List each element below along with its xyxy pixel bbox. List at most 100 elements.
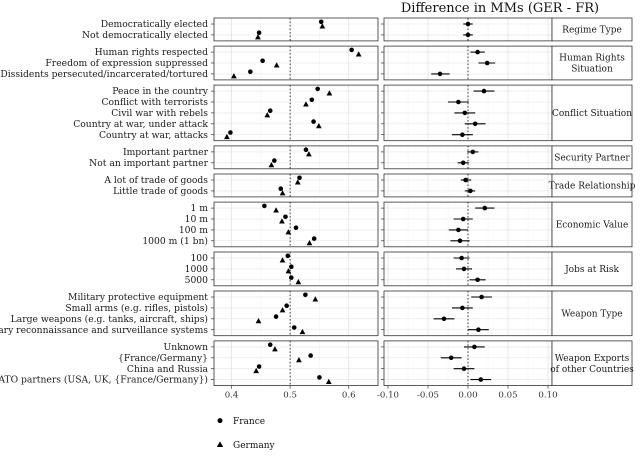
germany-point xyxy=(255,34,261,40)
level-row: China and Russia xyxy=(127,364,475,375)
diff-point xyxy=(481,88,487,94)
diff-point xyxy=(460,132,465,137)
diff-point xyxy=(456,227,461,233)
left-panel-bg xyxy=(214,18,378,41)
diff-point xyxy=(456,99,461,105)
germany-point xyxy=(296,357,302,363)
level-row: Peace in the country xyxy=(112,86,495,97)
level-label: China and Russia xyxy=(127,364,209,375)
level-label: Small arms (e.g. rifles, pistols) xyxy=(65,303,208,314)
facet-strip-label: Weapon Exports xyxy=(555,354,630,364)
left-panel-border xyxy=(213,340,379,386)
france-point xyxy=(311,236,317,241)
diff-point xyxy=(478,377,484,382)
germany-point xyxy=(294,179,301,185)
level-label: Military protective equipment xyxy=(68,292,208,303)
level-label: A lot of trade of goods xyxy=(103,175,208,186)
level-label: Not an important partner xyxy=(89,158,208,169)
france-point xyxy=(267,108,273,113)
germany-point xyxy=(325,378,332,385)
germany-point xyxy=(268,162,275,168)
germany-point xyxy=(272,346,278,352)
diff-point xyxy=(465,32,471,38)
france-point xyxy=(267,342,273,348)
facet-strip xyxy=(551,290,633,337)
facet-strip-label: Trade Relationship xyxy=(549,182,636,192)
germany-point xyxy=(224,133,230,140)
france-point xyxy=(285,253,291,259)
diff-point xyxy=(479,294,484,300)
level-label: 100 m xyxy=(179,225,208,236)
france-point xyxy=(308,353,313,358)
france-point xyxy=(273,314,279,319)
diff-point xyxy=(460,216,466,222)
facet-strip-label: of other Countries xyxy=(550,365,634,375)
germany-point xyxy=(279,190,286,196)
level-label: Not democratically elected xyxy=(82,30,208,41)
facet-strip xyxy=(551,173,633,198)
france-point xyxy=(284,303,289,309)
facet-strip xyxy=(551,17,633,42)
facet-strip-label: Situation xyxy=(571,65,613,75)
facet-strip-label: Economic Value xyxy=(556,221,629,231)
diff-point xyxy=(472,344,477,350)
diff-point xyxy=(472,121,478,127)
facet-conflict-situation: Conflict Situation Peace in the country Co… xyxy=(73,84,633,142)
level-row: Military protective equipment xyxy=(68,292,492,303)
france-point xyxy=(317,375,322,380)
left-panel-bg xyxy=(214,291,378,336)
level-row: Dissidents persecuted/incarcerated/tortu… xyxy=(0,69,450,80)
germany-point xyxy=(273,62,280,68)
x-tick-label: -0.10 xyxy=(377,391,399,401)
level-row: Country at war, attacks xyxy=(99,130,473,141)
right-panel-title: Difference in MMs (GER - FR) xyxy=(401,1,599,16)
diff-point xyxy=(459,255,464,261)
x-tick-label: 0.10 xyxy=(538,391,557,401)
left-panel-bg xyxy=(214,340,378,386)
france-point xyxy=(309,97,315,103)
level-label: Country at war, attacks xyxy=(99,130,208,141)
germany-point xyxy=(306,240,313,246)
france-point xyxy=(278,186,284,191)
facet-trade-relationship: Trade Relationship A lot of trade of good… xyxy=(103,173,636,198)
germany-point xyxy=(279,307,286,313)
france-point xyxy=(297,175,302,181)
level-row: Not democratically elected xyxy=(82,30,473,41)
germany-point xyxy=(279,257,286,263)
legend-item-france: France xyxy=(217,417,265,427)
level-label: Human rights respected xyxy=(95,47,209,58)
level-label: Freedom of expression suppressed xyxy=(45,58,208,69)
facet-strip-label: Security Partner xyxy=(554,154,630,164)
germany-point xyxy=(285,229,292,235)
level-label: Country at war, under attack xyxy=(73,119,208,130)
diff-point xyxy=(461,266,467,272)
x-tick-label: -0.05 xyxy=(417,391,439,401)
legend-item-germany: Germany xyxy=(216,441,276,451)
left-panel-border xyxy=(213,145,379,170)
level-label: Unknown xyxy=(164,342,209,353)
x-tick-label: 0.6 xyxy=(342,391,356,401)
level-row: Country at war, under attack xyxy=(73,119,486,130)
facet-strip-label: Regime Type xyxy=(562,26,622,36)
france-point xyxy=(228,130,233,135)
facet-strip xyxy=(551,340,633,386)
level-row: Civil war with rebels xyxy=(111,108,476,119)
france-point xyxy=(315,86,320,92)
level-label: Little trade of goods xyxy=(113,186,208,197)
germany-point xyxy=(315,123,322,129)
diff-point xyxy=(475,277,480,283)
diff-point xyxy=(463,177,468,183)
legend-label: Germany xyxy=(233,441,276,451)
facet-strip-label: Conflict Situation xyxy=(552,109,632,119)
facet-strip-label: Human Rights xyxy=(559,54,625,64)
diff-point xyxy=(437,71,443,77)
level-label: Military reconnaissance and surveillance… xyxy=(0,325,208,336)
left-panel-border xyxy=(213,201,379,248)
diff-point xyxy=(465,21,471,27)
level-row: Large weapons (e.g. tanks, aircraft, shi… xyxy=(11,314,455,325)
france-point xyxy=(283,214,288,220)
level-label: 10 m xyxy=(185,214,209,225)
level-row: 1000 xyxy=(185,264,472,275)
